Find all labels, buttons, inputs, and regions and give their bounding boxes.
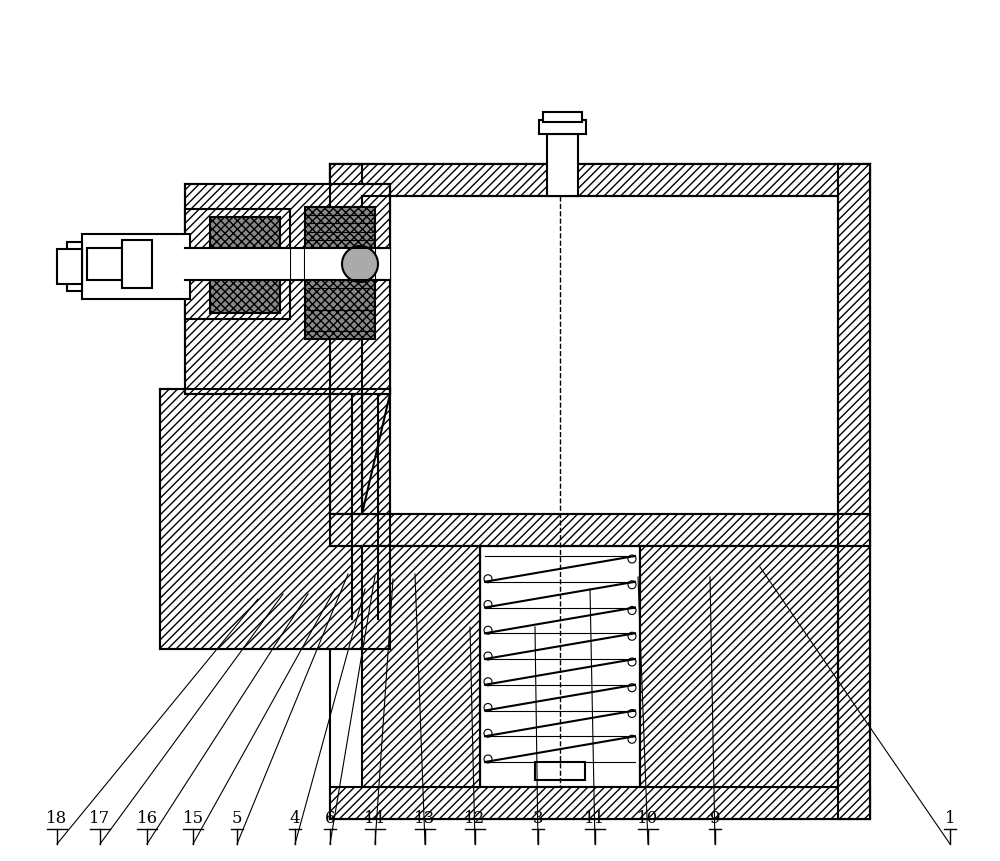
Text: 6: 6 bbox=[325, 809, 335, 826]
Polygon shape bbox=[838, 164, 870, 819]
Polygon shape bbox=[640, 547, 838, 787]
Text: 1: 1 bbox=[945, 809, 955, 826]
Bar bbox=[57, 250, 82, 285]
Text: 4: 4 bbox=[290, 809, 300, 826]
Text: 9: 9 bbox=[710, 809, 720, 826]
Bar bbox=[547, 135, 578, 197]
Bar bbox=[539, 121, 586, 135]
Text: 18: 18 bbox=[46, 809, 68, 826]
Bar bbox=[362, 249, 390, 281]
Bar bbox=[362, 197, 838, 514]
Polygon shape bbox=[330, 164, 870, 197]
Text: 13: 13 bbox=[414, 809, 436, 826]
Text: 16: 16 bbox=[136, 809, 158, 826]
Bar bbox=[543, 113, 582, 123]
Polygon shape bbox=[210, 218, 280, 313]
Polygon shape bbox=[305, 208, 375, 339]
Bar bbox=[82, 235, 190, 300]
Text: 14: 14 bbox=[364, 809, 386, 826]
Polygon shape bbox=[185, 210, 290, 319]
Bar bbox=[122, 241, 152, 288]
Text: 12: 12 bbox=[464, 809, 486, 826]
Bar bbox=[480, 547, 640, 787]
Circle shape bbox=[342, 247, 378, 282]
Bar bbox=[67, 243, 82, 292]
Text: 17: 17 bbox=[89, 809, 111, 826]
Text: 11: 11 bbox=[584, 809, 606, 826]
Bar bbox=[305, 249, 375, 281]
Polygon shape bbox=[362, 185, 390, 514]
Bar bbox=[535, 762, 585, 780]
Text: 10: 10 bbox=[637, 809, 659, 826]
Bar bbox=[185, 249, 390, 281]
Bar bbox=[87, 249, 122, 281]
Polygon shape bbox=[362, 547, 480, 787]
Bar bbox=[330, 164, 870, 819]
Text: 5: 5 bbox=[232, 809, 242, 826]
Polygon shape bbox=[330, 164, 362, 514]
Polygon shape bbox=[185, 185, 390, 394]
Polygon shape bbox=[330, 514, 870, 547]
Polygon shape bbox=[160, 389, 390, 649]
Text: 3: 3 bbox=[533, 809, 543, 826]
Text: 15: 15 bbox=[182, 809, 204, 826]
Bar bbox=[185, 249, 290, 281]
Polygon shape bbox=[330, 787, 870, 819]
